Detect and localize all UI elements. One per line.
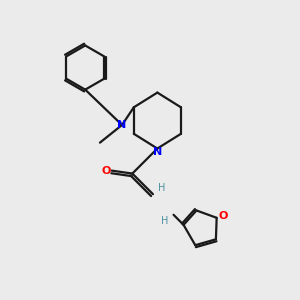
Text: N: N [153,147,162,157]
Text: O: O [218,211,228,221]
Text: N: N [117,120,127,130]
Text: O: O [102,166,111,176]
Text: H: H [161,216,168,226]
Text: H: H [158,183,166,193]
